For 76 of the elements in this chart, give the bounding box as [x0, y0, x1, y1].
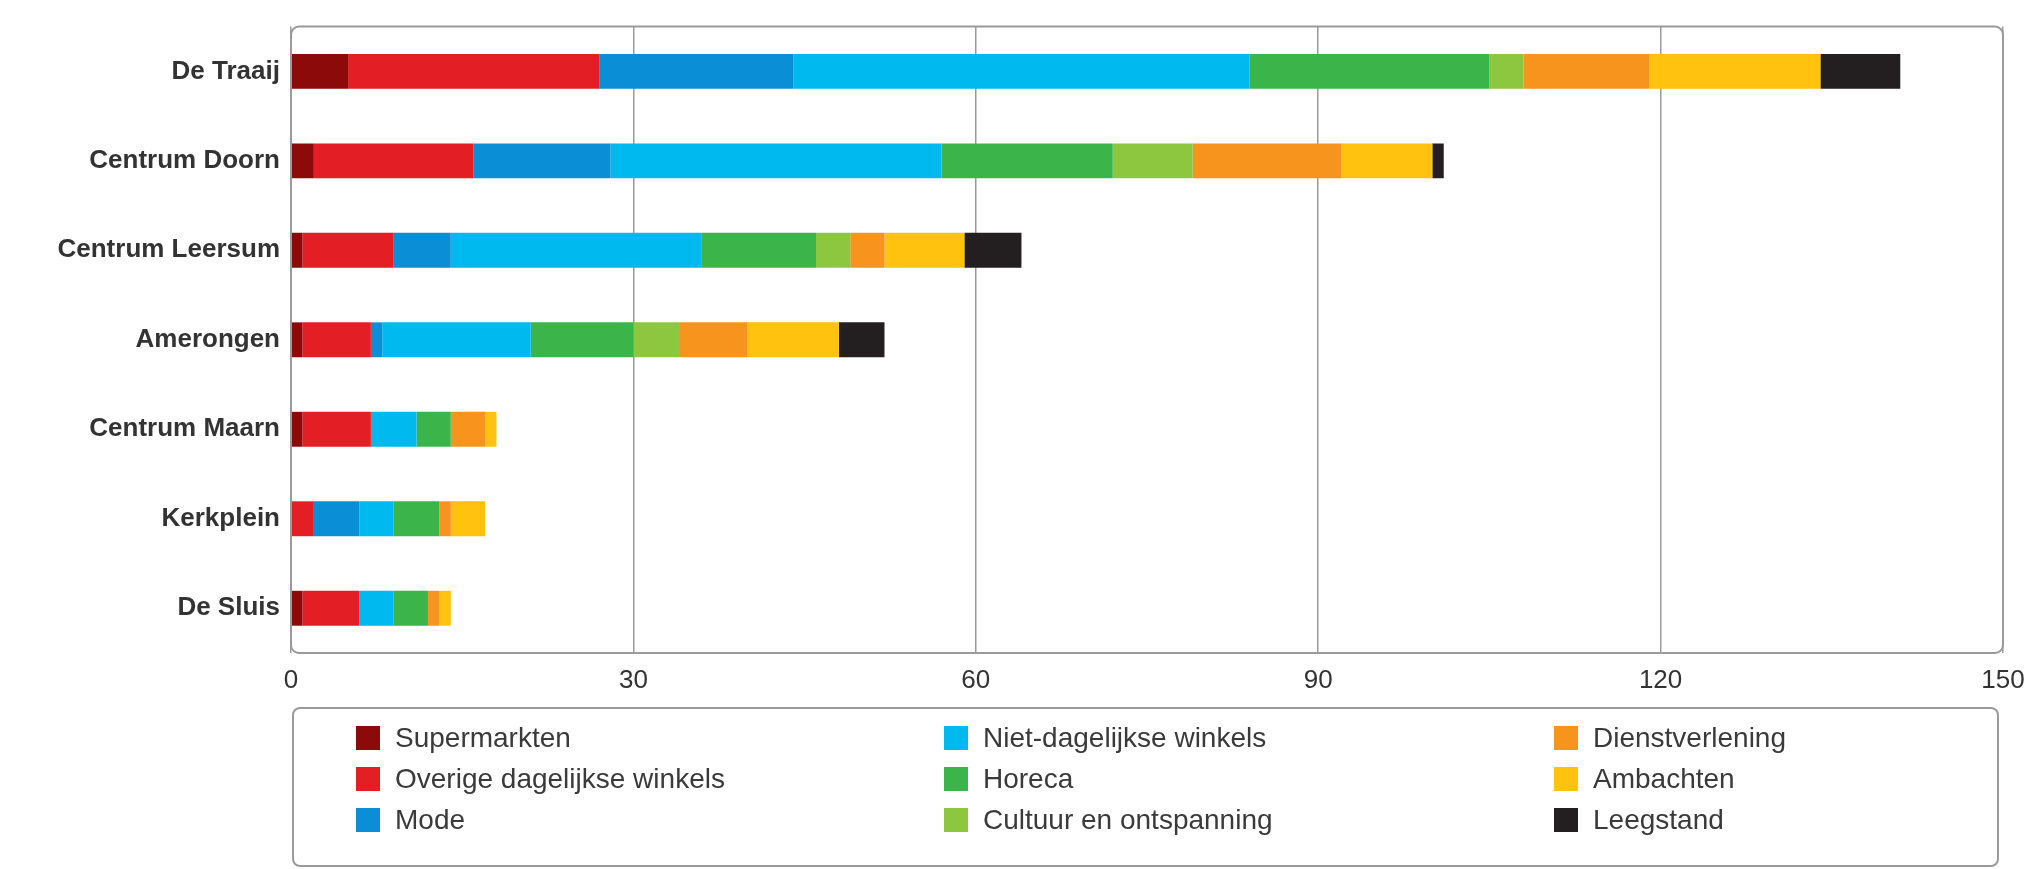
y-tick-label: De Sluis [177, 591, 280, 622]
bar [1432, 143, 1444, 179]
bar [393, 590, 428, 626]
bar [793, 53, 1250, 89]
bar [393, 232, 451, 268]
bar [313, 143, 474, 179]
bar [850, 232, 885, 268]
legend-label: Ambachten [1593, 762, 1735, 795]
bar [291, 53, 349, 89]
bar [747, 322, 839, 358]
bar [291, 501, 314, 537]
bar [291, 322, 303, 358]
bar [1341, 143, 1433, 179]
y-tick-label: Centrum Leersum [57, 233, 280, 264]
bar [1249, 53, 1490, 89]
bar [393, 501, 440, 537]
legend-label: Mode [395, 803, 466, 836]
bar [291, 590, 303, 626]
legend-label: Overige dagelijkse winkels [395, 762, 725, 795]
bar [416, 411, 451, 447]
bar [679, 322, 748, 358]
bar [530, 322, 634, 358]
bar [382, 322, 531, 358]
bar [302, 322, 371, 358]
legend-label: Dienstverlening [1593, 721, 1786, 754]
bar [1112, 143, 1193, 179]
bar [302, 232, 394, 268]
bar [1192, 143, 1342, 179]
bar [359, 501, 394, 537]
bar [485, 411, 497, 447]
bar [964, 232, 1022, 268]
legend-label: Cultuur en ontspanning [983, 803, 1273, 836]
bar [884, 232, 965, 268]
y-tick-label: Centrum Doorn [89, 144, 280, 174]
bar [427, 590, 440, 626]
bar [450, 232, 702, 268]
x-tick-label: 30 [618, 663, 648, 694]
bar [1489, 53, 1524, 89]
bar [1523, 53, 1650, 89]
bar [370, 322, 383, 358]
bar [633, 322, 680, 358]
bar [302, 411, 371, 447]
legend-label: Leegstand [1593, 803, 1724, 836]
bar [439, 501, 451, 537]
bar [450, 501, 486, 537]
bar [473, 143, 611, 179]
y-tick-label: De Traaij [171, 54, 280, 85]
bar [348, 53, 600, 89]
bar [838, 322, 885, 358]
y-tick-label: Centrum Maarn [89, 412, 280, 443]
bar [291, 143, 314, 179]
bar [941, 143, 1113, 179]
bar [816, 232, 851, 268]
legend-label: Supermarkten [395, 721, 571, 754]
bar [1649, 53, 1821, 89]
bar [701, 232, 817, 268]
x-tick-label: 150 [1981, 663, 2025, 694]
x-tick-label: 90 [1303, 663, 1333, 694]
x-tick-label: 0 [283, 663, 299, 694]
bar [313, 501, 360, 537]
bar [1820, 53, 1901, 89]
bar [359, 590, 394, 626]
bar [439, 590, 451, 626]
bar [291, 232, 303, 268]
x-tick-label: 60 [961, 663, 991, 694]
bar [599, 53, 794, 89]
bar [370, 411, 417, 447]
legend-label: Horeca [983, 762, 1074, 795]
bar [302, 590, 360, 626]
bar [291, 411, 303, 447]
y-tick-label: Kerkplein [161, 501, 280, 532]
legend-label: Niet-dagelijkse winkels [983, 721, 1267, 754]
bar [450, 411, 486, 447]
y-tick-label: Amerongen [135, 322, 280, 353]
x-tick-label: 120 [1638, 663, 1683, 694]
bar [610, 143, 942, 179]
